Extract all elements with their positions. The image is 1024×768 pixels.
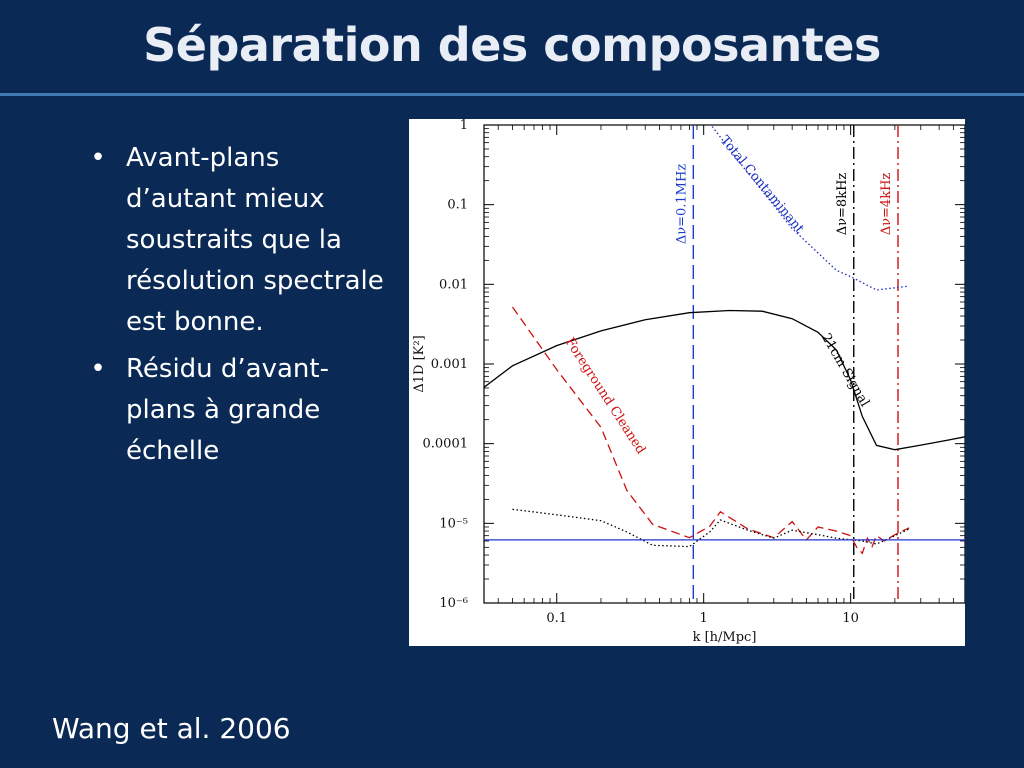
x-axis-label: k [h/Mpc] [693,630,757,645]
x-tick-label: 10 [842,611,859,626]
vertical-line-label: Δν=8kHz [835,173,850,236]
bullet-list: • Avant-plans d’autant mieux soustraits … [88,138,388,478]
series-label: 21cm Signal [818,331,872,409]
bullet-item: • Avant-plans d’autant mieux soustraits … [88,138,388,343]
y-axis-label: Δ1D [K²] [412,335,427,392]
bullet-dot-icon: • [90,354,106,384]
bullet-text: Résidu d’avant-plans à grande échelle [126,354,329,466]
y-tick-label: 0.001 [431,357,468,372]
x-tick-label: 0.1 [546,611,567,626]
vertical-line-label: Δν=4kHz [879,173,894,236]
y-tick-label: 0.1 [447,198,468,213]
y-tick-label: 10⁻⁵ [439,516,468,531]
slide-title: Séparation des composantes [143,18,881,72]
power-spectrum-chart: 1 0.1 0.01 0.001 0.0001 10⁻⁵ 10⁻⁶ 0.1 1 10 k [h/Mp… [412,119,965,645]
bullet-dot-icon: • [90,143,106,173]
y-tick-label: 0.01 [439,277,468,292]
series-line [512,508,910,548]
power-spectrum-figure: 1 0.1 0.01 0.001 0.0001 10⁻⁵ 10⁻⁶ 0.1 1 10 k [h/Mp… [409,119,965,646]
series-label: Foreground Cleaned [562,335,648,457]
series-label: Total Contaminant [717,133,807,237]
title-rule [0,93,1024,96]
bullet-text: Avant-plans d’autant mieux soustraits qu… [126,143,384,337]
bullet-item: • Résidu d’avant-plans à grande échelle [88,349,388,472]
y-tick-label: 0.0001 [423,437,469,452]
y-tick-label: 1 [460,119,468,133]
series-line [484,309,965,451]
y-tick-label: 10⁻⁶ [439,596,468,611]
vertical-line-label: Δν=0.1MHz [674,164,689,245]
x-tick-label: 1 [700,611,708,626]
citation: Wang et al. 2006 [52,712,291,745]
